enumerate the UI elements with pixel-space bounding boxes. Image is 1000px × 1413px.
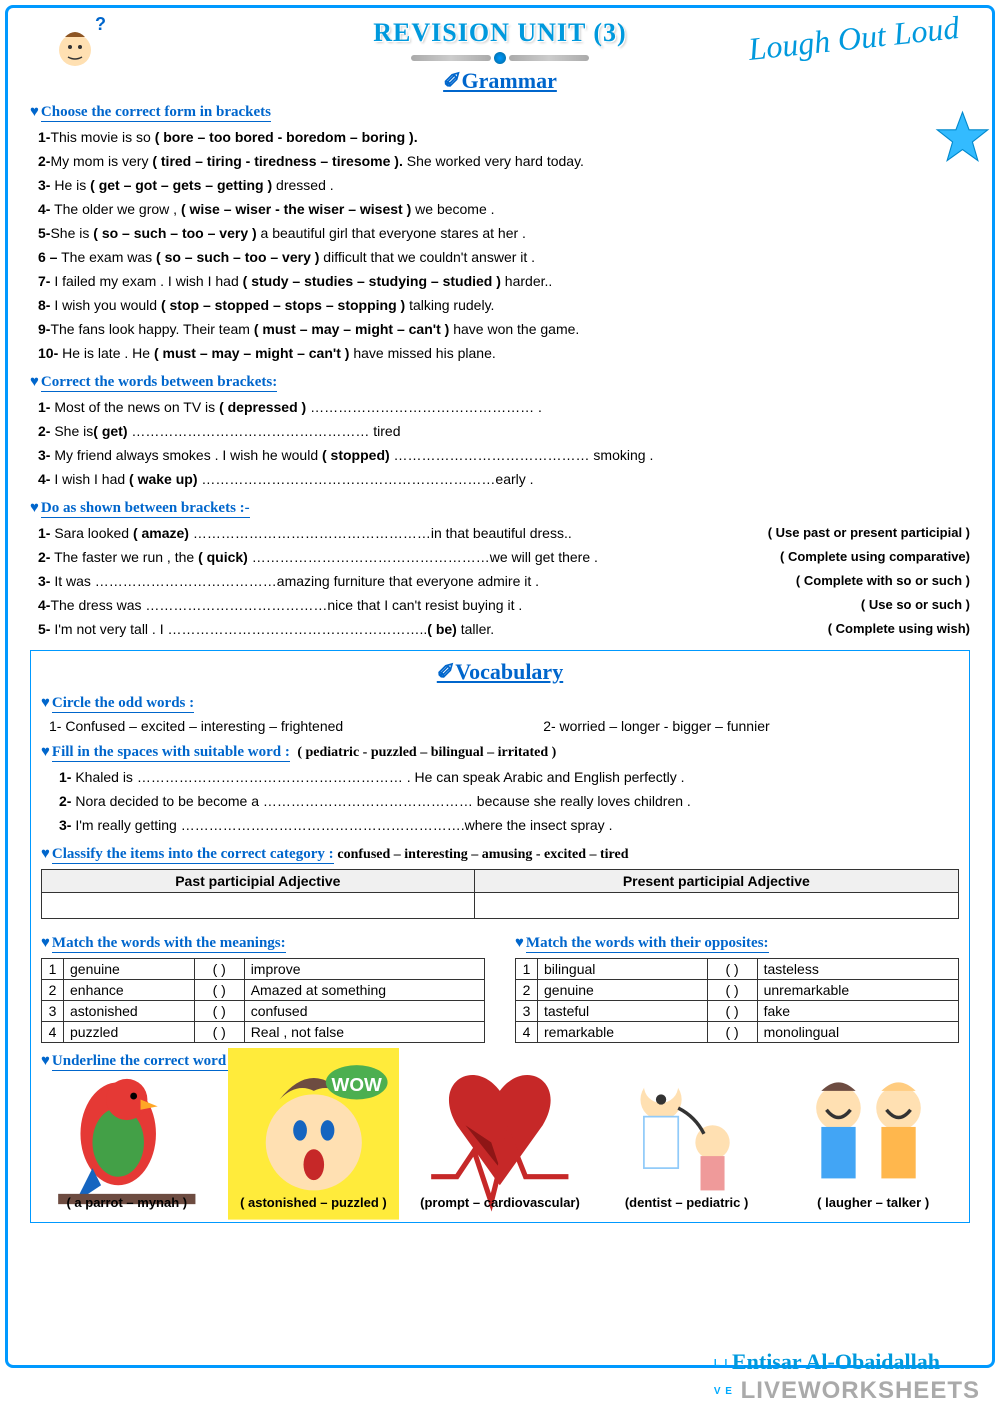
sec1-item: 1-This movie is so ( bore – too bored - … — [38, 127, 970, 148]
sec2-item: 2- She is( get) …………………………………………… tired — [38, 421, 970, 442]
pic-item: ( a parrot – mynah ) — [41, 1079, 213, 1210]
fill-item: 2- Nora decided to be become a ………………………… — [59, 791, 959, 812]
parrot-icon — [41, 1079, 213, 1189]
classify-h1: Past participial Adjective — [42, 870, 475, 893]
fill-item: 1- Khaled is ………………………………………………… . He ca… — [59, 767, 959, 788]
odd-item-2: 2- worried – longer - bigger – funnier — [543, 718, 769, 734]
laugh-icon — [787, 1079, 959, 1189]
vocab-section: ✐Vocabulary ♥Circle the odd words : 1- C… — [30, 650, 970, 1223]
doctor-icon — [601, 1079, 773, 1189]
classify-table: Past participial AdjectivePresent partic… — [41, 869, 959, 919]
sec2-item: 1- Most of the news on TV is ( depressed… — [38, 397, 970, 418]
odd-title: ♥Circle the odd words : — [41, 695, 959, 713]
match1-title: ♥Match the words with the meanings: — [41, 935, 485, 953]
sec2-item: 4- I wish I had ( wake up) …………………………………… — [38, 469, 970, 490]
fill-title: ♥Fill in the spaces with suitable word :… — [41, 744, 959, 762]
pic-label: ( a parrot – mynah ) — [41, 1195, 213, 1210]
wow-icon: WOW — [228, 1079, 400, 1189]
sec1-item: 5-She is ( so – such – too – very ) a be… — [38, 223, 970, 244]
sec1-item: 7- I failed my exam . I wish I had ( stu… — [38, 271, 970, 292]
svg-text:WOW: WOW — [331, 1074, 381, 1095]
sec2-item: 3- My friend always smokes . I wish he w… — [38, 445, 970, 466]
sec1-item: 6 – The exam was ( so – such – too – ver… — [38, 247, 970, 268]
sec1-item: 4- The older we grow , ( wise – wiser - … — [38, 199, 970, 220]
heart-icon — [414, 1079, 586, 1189]
sec3-item: 4-The dress was …………………………………nice that I… — [38, 595, 970, 616]
sec3-title: ♥Do as shown between brackets :- — [30, 500, 970, 518]
sec1-item: 2-My mom is very ( tired – tiring - tire… — [38, 151, 970, 172]
sec3-item: 2- The faster we run , the ( quick) …………… — [38, 547, 970, 568]
classify-title: ♥Classify the items into the correct cat… — [41, 846, 959, 864]
pic-item: (dentist – pediatric ) — [601, 1079, 773, 1210]
pic-item: ( laugher – talker ) — [787, 1079, 959, 1210]
sec3-item: 3- It was …………………………………amazing furniture… — [38, 571, 970, 592]
star-icon — [935, 110, 990, 165]
classify-cell[interactable] — [42, 893, 475, 919]
pic-item: (prompt – cardiovascular) — [414, 1079, 586, 1210]
match2-table: 1bilingual( )tasteless2genuine( )unremar… — [515, 958, 959, 1043]
sec2-title: ♥Correct the words between brackets: — [30, 374, 970, 392]
pic-label: (dentist – pediatric ) — [601, 1195, 773, 1210]
fill-item: 3- I'm really getting ………………………………………………… — [59, 815, 959, 836]
classify-h2: Present participial Adjective — [474, 870, 958, 893]
odd-row: 1- Confused – excited – interesting – fr… — [49, 718, 959, 734]
vocab-heading: ✐Vocabulary — [437, 659, 563, 684]
odd-item-1: 1- Confused – excited – interesting – fr… — [49, 718, 343, 734]
classify-cell[interactable] — [474, 893, 958, 919]
pic-item: WOW ( astonished – puzzled ) — [228, 1079, 400, 1210]
match2-title: ♥Match the words with their opposites: — [515, 935, 959, 953]
sec3-item: 1- Sara looked ( amaze) …………………………………………… — [38, 523, 970, 544]
match1-table: 1genuine( )improve2enhance( )Amazed at s… — [41, 958, 485, 1043]
sec1-item: 9-The fans look happy. Their team ( must… — [38, 319, 970, 340]
pic-label: (prompt – cardiovascular) — [414, 1195, 586, 1210]
grammar-heading: ✐Grammar — [30, 68, 970, 94]
sec1-item: 3- He is ( get – got – gets – getting ) … — [38, 175, 970, 196]
sec1-title: ♥Choose the correct form in brackets — [30, 104, 970, 122]
pic-label: ( astonished – puzzled ) — [228, 1195, 400, 1210]
sec1-item: 10- He is late . He ( must – may – might… — [38, 343, 970, 364]
sec1-item: 8- I wish you would ( stop – stopped – s… — [38, 295, 970, 316]
sec3-item: 5- I'm not very tall . I ………………………………………… — [38, 619, 970, 640]
footer-brand: L IV E LIVEWORKSHEETS — [714, 1349, 980, 1405]
